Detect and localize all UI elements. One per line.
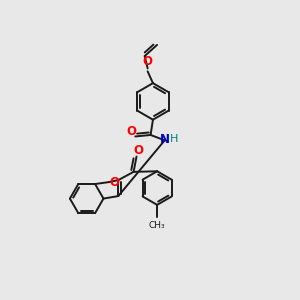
Text: O: O xyxy=(109,176,119,189)
Text: N: N xyxy=(160,133,170,146)
Text: O: O xyxy=(142,56,152,68)
Text: O: O xyxy=(133,144,143,157)
Text: H: H xyxy=(170,134,178,144)
Text: O: O xyxy=(126,125,136,138)
Text: CH₃: CH₃ xyxy=(149,221,165,230)
